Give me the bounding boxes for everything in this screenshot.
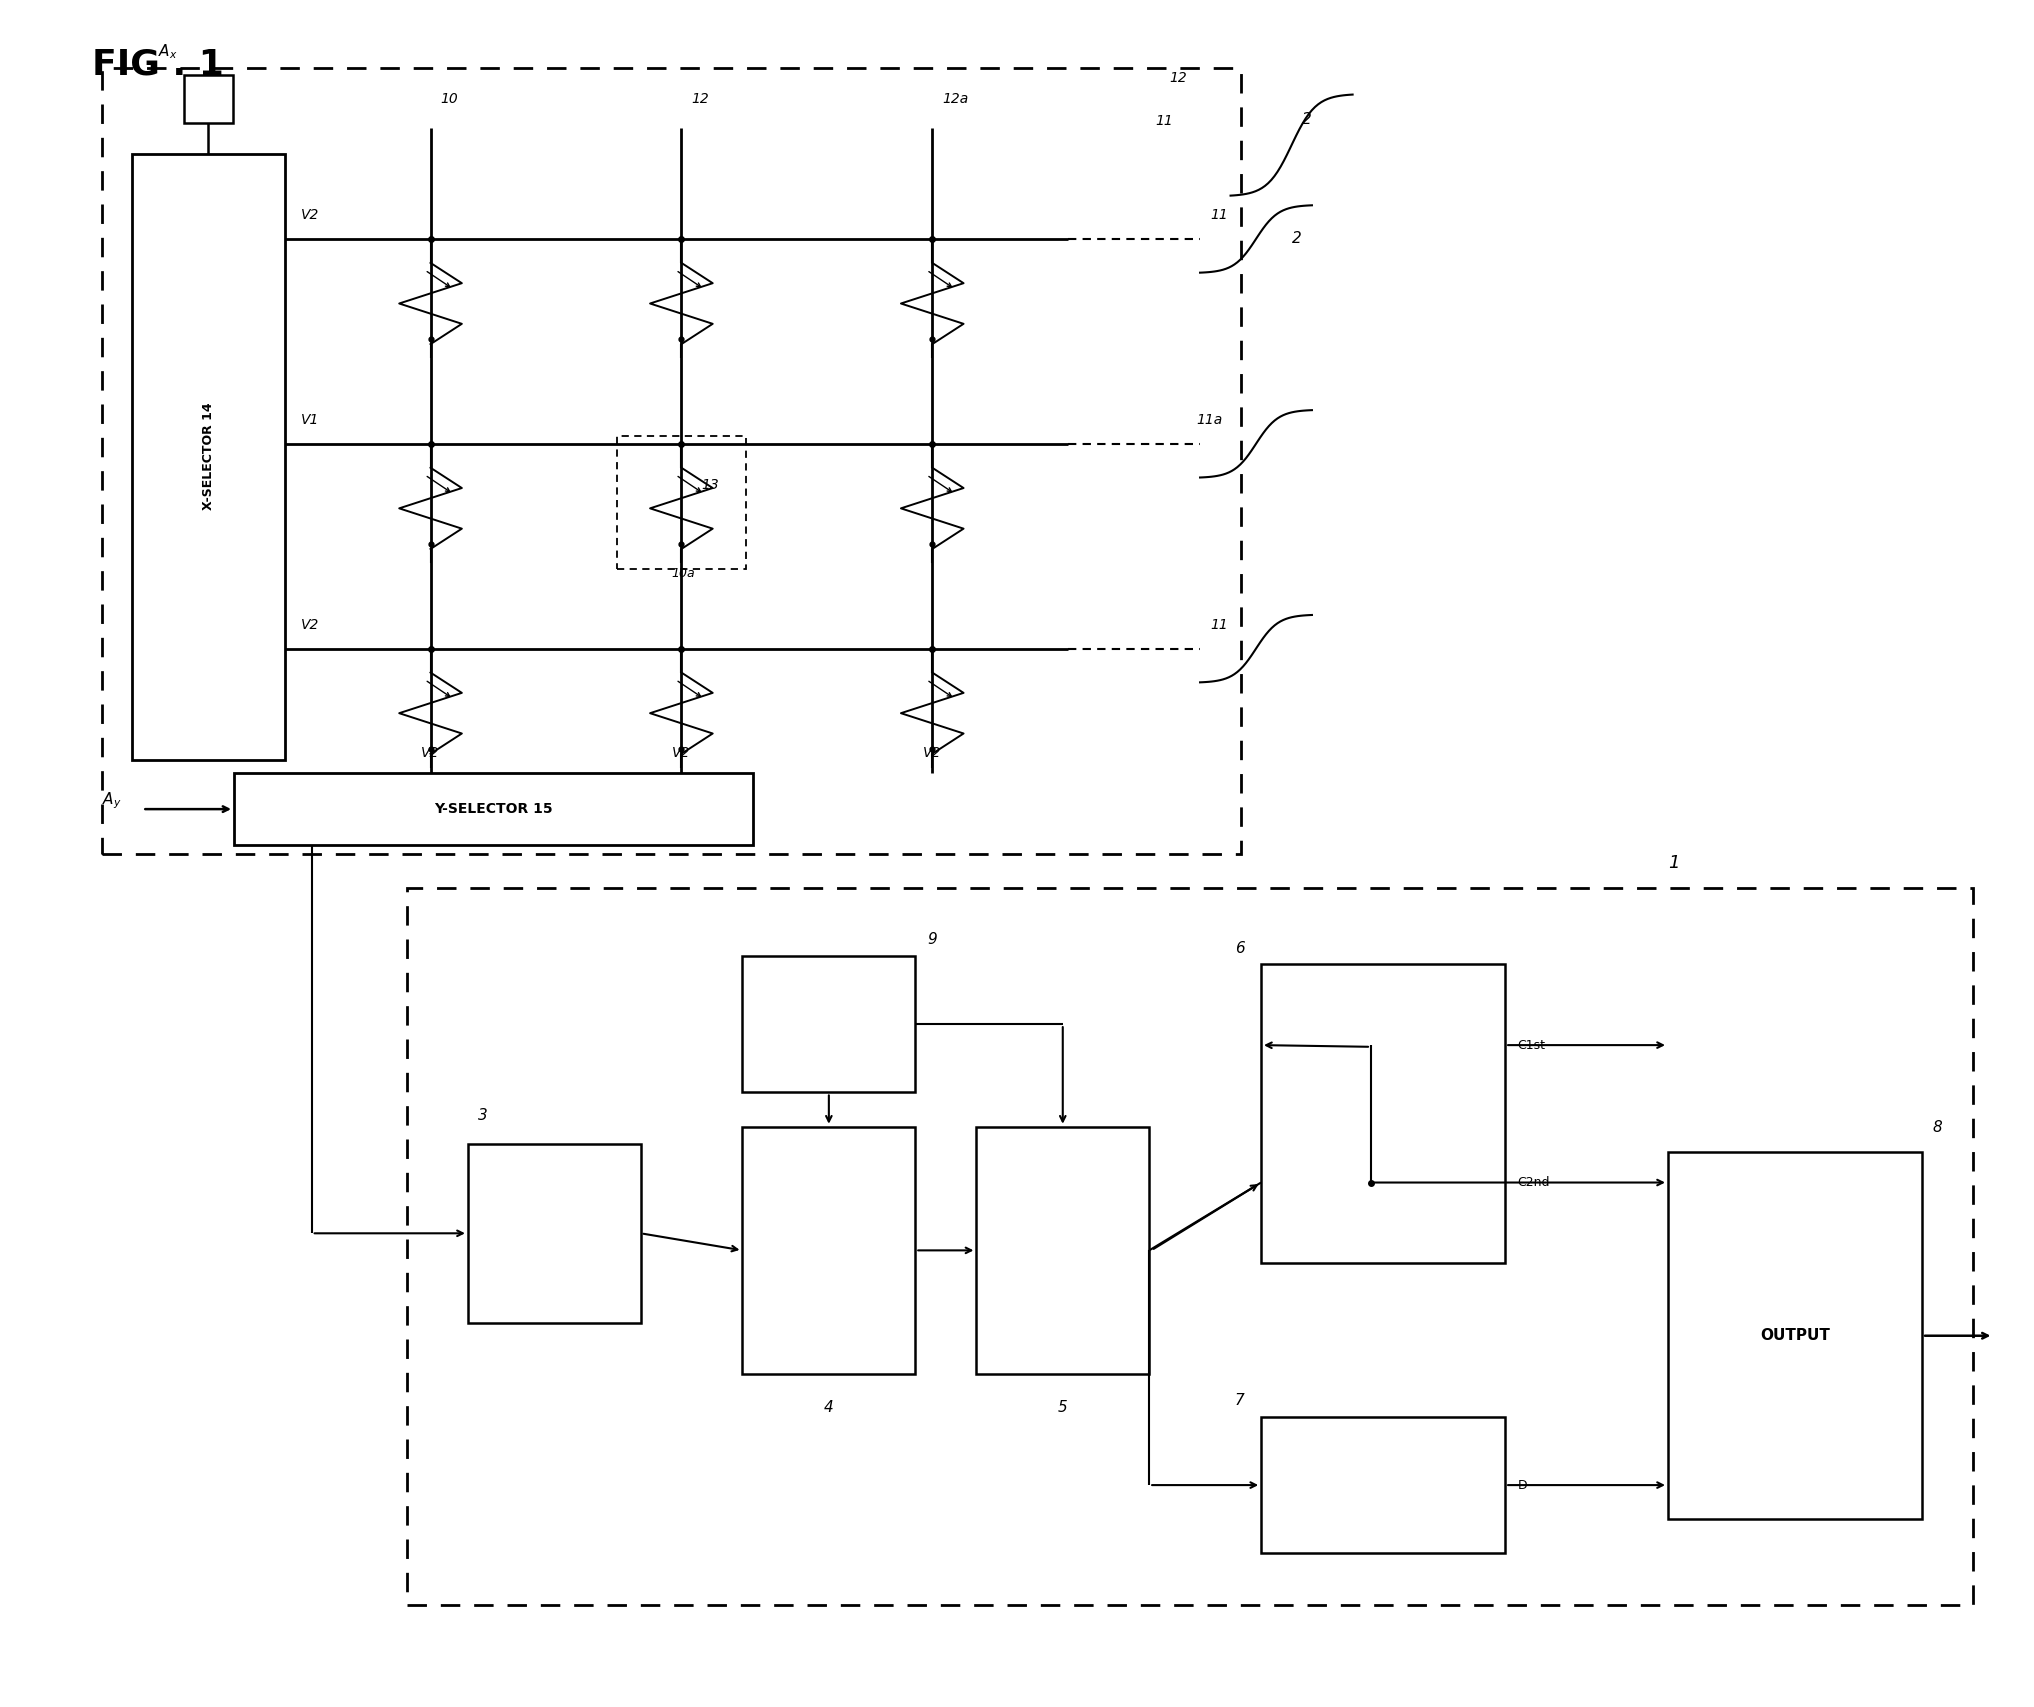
Text: 11: 11 [1155,114,1174,128]
Bar [1668,1152,1922,1519]
Text: FIG . 1: FIG . 1 [92,48,224,82]
Text: Y-SELECTOR 15: Y-SELECTOR 15 [433,802,553,816]
Text: X-SELECTOR 14: X-SELECTOR 14 [201,403,216,510]
Text: V2: V2 [671,746,692,760]
Text: $A_x$: $A_x$ [159,43,177,60]
Text: 5: 5 [1058,1400,1068,1415]
Text: 8: 8 [1932,1120,1942,1135]
Text: 2: 2 [1292,232,1302,246]
Text: V2: V2 [421,746,439,760]
Bar [468,1144,641,1323]
Bar [132,154,285,760]
Text: V2: V2 [301,208,319,222]
Bar [407,888,1973,1605]
Bar [102,68,1241,854]
Text: 7: 7 [1235,1393,1245,1408]
Text: 11a: 11a [1196,413,1222,427]
Text: 2: 2 [1302,113,1312,126]
Bar [1261,1417,1505,1553]
Text: V2: V2 [301,618,319,632]
Text: 6: 6 [1235,941,1245,956]
Text: V1: V1 [301,413,319,427]
Text: 13: 13 [702,478,720,492]
Bar [742,1127,915,1374]
Bar [616,437,746,568]
Text: C1st: C1st [1517,1038,1546,1052]
Text: 12a: 12a [942,92,968,106]
Text: V2: V2 [923,746,942,760]
Bar [1261,964,1505,1263]
Text: 1: 1 [1668,854,1680,872]
Text: 3: 3 [478,1108,488,1123]
Text: 12: 12 [692,92,710,106]
Text: 12: 12 [1170,72,1188,85]
Text: 9: 9 [928,932,938,947]
Text: 4: 4 [824,1400,834,1415]
Bar [976,1127,1149,1374]
Text: D: D [1517,1478,1528,1492]
Text: OUTPUT: OUTPUT [1759,1328,1831,1343]
Text: 11: 11 [1210,618,1229,632]
Text: 10a: 10a [671,567,696,580]
Text: 10: 10 [441,92,458,106]
Text: C2nd: C2nd [1517,1176,1550,1190]
Bar [742,956,915,1092]
Text: 11: 11 [1210,208,1229,222]
Bar [185,75,234,123]
Text: $A_y$: $A_y$ [102,790,122,811]
Bar [234,773,753,845]
